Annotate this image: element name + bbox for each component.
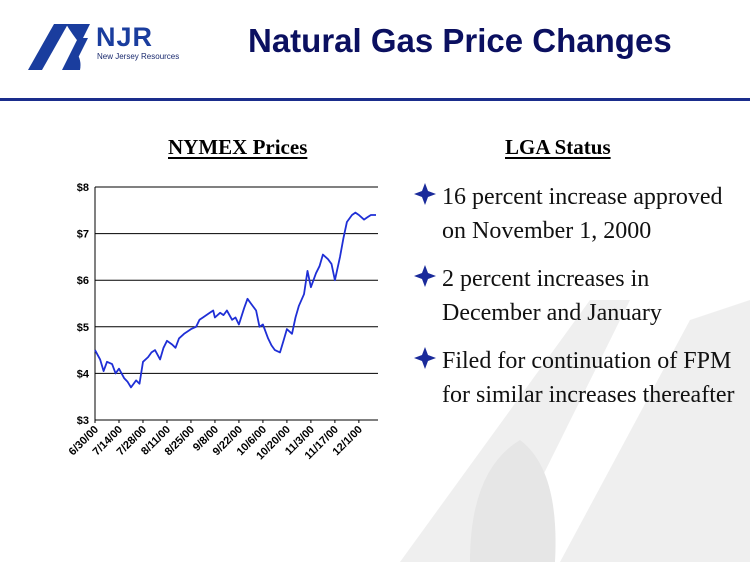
- chart-heading: NYMEX Prices: [168, 135, 308, 159]
- y-tick-label: $5: [77, 322, 89, 334]
- lga-status-list: 16 percent increase approved on November…: [414, 180, 744, 426]
- y-tick-label: $6: [77, 275, 89, 287]
- logo-name: NJR: [96, 22, 154, 52]
- four-point-star-icon: [414, 183, 436, 205]
- bullet-text: 2 percent increases in December and Janu…: [442, 266, 662, 326]
- logo-subtitle: New Jersey Resources: [97, 52, 180, 61]
- header-divider: [0, 98, 750, 101]
- four-point-star-icon: [414, 347, 436, 369]
- bullet-text: 16 percent increase approved on November…: [442, 184, 723, 244]
- series-line: [94, 211, 376, 389]
- nymex-price-chart: $3$4$5$6$7$86/30/007/14/007/28/008/11/00…: [67, 182, 378, 462]
- y-tick-label: $7: [77, 229, 89, 241]
- y-tick-label: $4: [77, 368, 90, 380]
- y-tick-label: $8: [77, 182, 89, 194]
- y-tick-label: $3: [77, 415, 89, 427]
- page-title: Natural Gas Price Changes: [248, 22, 672, 59]
- status-heading: LGA Status: [505, 135, 611, 159]
- four-point-star-icon: [414, 265, 436, 287]
- bullet-text: Filed for continuation of FPM for simila…: [442, 348, 735, 408]
- njr-logo-icon: [28, 24, 90, 70]
- list-item: 16 percent increase approved on November…: [414, 180, 744, 248]
- list-item: Filed for continuation of FPM for simila…: [414, 344, 744, 412]
- list-item: 2 percent increases in December and Janu…: [414, 262, 744, 330]
